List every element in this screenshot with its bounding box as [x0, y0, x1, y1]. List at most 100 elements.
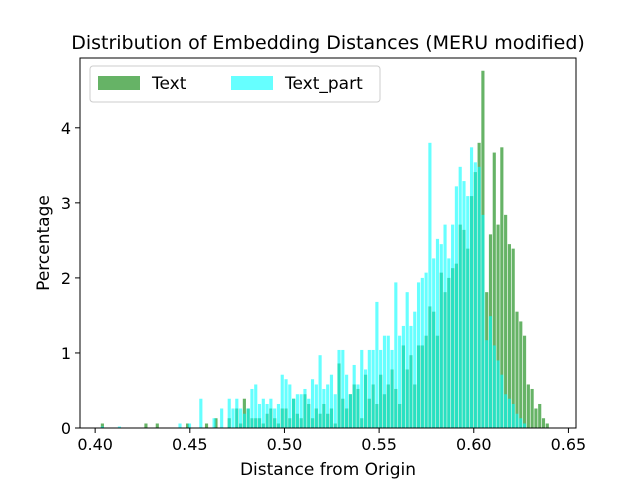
legend: Text Text_part [89, 65, 381, 103]
histogram-bar [292, 398, 296, 428]
histogram-bar [254, 384, 258, 428]
histogram-bar [496, 360, 500, 428]
histogram-bar [310, 379, 315, 428]
histogram-bar [382, 335, 387, 428]
plot-frame [79, 57, 577, 429]
histogram-bar [100, 423, 104, 428]
histogram-bar [348, 394, 352, 428]
y-tick: 1 [61, 344, 80, 363]
histogram-bar [454, 186, 458, 428]
histogram-bar [538, 403, 542, 428]
histogram-bar [462, 181, 466, 428]
histogram-bar [511, 403, 515, 428]
histogram-bar [329, 374, 334, 428]
histogram-bar [204, 423, 209, 428]
y-tick: 4 [61, 119, 80, 138]
histogram-bar [458, 166, 462, 428]
histogram-bar [250, 388, 254, 428]
histogram-bar [500, 147, 504, 428]
histogram-bar [261, 398, 265, 428]
histogram-bar [432, 258, 436, 428]
histogram-bar [515, 413, 519, 428]
y-tick-label: 2 [61, 269, 71, 288]
histogram-bar [280, 374, 284, 428]
histogram-bar [212, 418, 216, 428]
histogram-bar [473, 162, 477, 428]
histogram-bar [439, 244, 443, 428]
histogram-bar [214, 418, 218, 428]
histogram-bar [345, 374, 349, 428]
histogram-bar [322, 388, 326, 428]
y-tick: 3 [61, 194, 80, 213]
histogram-bar [507, 244, 511, 428]
histogram-bar [413, 311, 417, 428]
histogram-bar [534, 408, 538, 428]
histogram-bar [265, 403, 269, 428]
histogram-bar [337, 349, 341, 428]
histogram-bar [239, 408, 243, 428]
y-tick-label: 0 [61, 419, 71, 438]
histogram-bar [541, 418, 546, 428]
histogram-bar [326, 384, 330, 428]
histogram-bar [299, 394, 303, 428]
histogram-bar [371, 349, 375, 428]
histogram-bar [492, 345, 496, 428]
histogram-bar [307, 398, 311, 428]
x-tick-label: 0.65 [551, 435, 587, 454]
histogram-bar [242, 398, 246, 428]
histogram-bar [420, 277, 424, 428]
histogram-bar [522, 423, 527, 428]
histogram-bar [220, 408, 224, 428]
histogram-bar [333, 394, 337, 428]
x-axis-label: Distance from Origin [240, 460, 416, 480]
x-tick: 0.65 [551, 428, 587, 454]
x-tick-label: 0.55 [361, 435, 397, 454]
x-axis: 0.40 0.45 0.50 0.55 0.60 0.65 [77, 428, 586, 454]
histogram-bar [451, 224, 455, 428]
histogram-bar [526, 384, 530, 428]
histogram-bar [375, 301, 379, 428]
histogram-bar [284, 379, 288, 428]
histogram-bar [386, 335, 390, 428]
histogram-bar [269, 398, 273, 428]
histogram-bar [519, 321, 523, 428]
histogram-bar [187, 423, 192, 428]
histogram-bar [303, 388, 307, 428]
histogram-bar [341, 349, 345, 428]
histogram-bar [519, 418, 523, 428]
histogram-bar [246, 408, 250, 428]
histogram-bar [511, 248, 515, 428]
x-tick-label: 0.45 [172, 435, 208, 454]
histogram-bar [477, 166, 481, 428]
y-axis: 0 1 2 3 4 [61, 119, 80, 438]
histogram-bar [178, 423, 182, 428]
histogram-bar [295, 394, 299, 428]
histogram-bar [435, 238, 440, 428]
histogram-bar [504, 394, 508, 428]
y-tick: 2 [61, 269, 80, 288]
histogram-bar [363, 369, 368, 428]
y-tick-label: 3 [61, 194, 71, 213]
x-tick-label: 0.60 [456, 435, 492, 454]
histogram-bar [394, 282, 398, 428]
histogram-bar [398, 335, 402, 428]
histogram-bar [530, 388, 534, 428]
histogram-bar [276, 403, 281, 428]
histogram-bar [424, 272, 428, 428]
legend-label-text: Text [151, 74, 187, 94]
legend-label-text-part: Text_part [284, 74, 363, 94]
histogram-bar [401, 325, 405, 428]
y-tick: 0 [61, 419, 80, 438]
histogram-bar [488, 316, 493, 428]
histogram-bar [405, 292, 409, 428]
series-text-part [100, 142, 527, 428]
histogram-bar [144, 423, 148, 428]
x-tick: 0.40 [77, 428, 113, 454]
legend-swatch-text-part [231, 76, 273, 90]
x-tick: 0.60 [456, 428, 492, 454]
histogram-bar [273, 408, 277, 428]
histogram-bar [231, 408, 235, 428]
histogram-bar [356, 384, 360, 428]
histogram-bar [515, 311, 519, 428]
